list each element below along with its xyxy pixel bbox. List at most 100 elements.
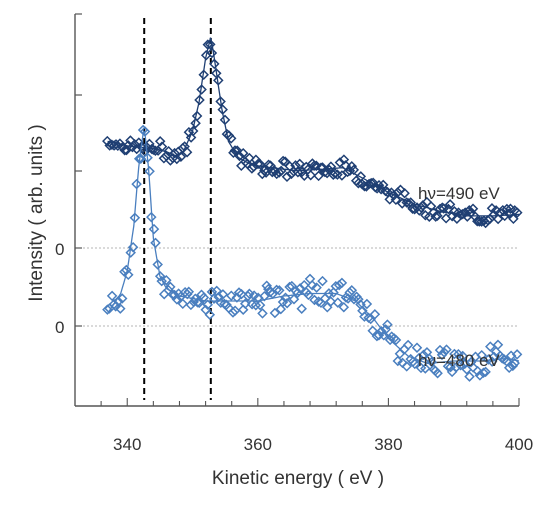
x-tick-label: 380 — [374, 435, 402, 454]
data-point — [281, 171, 293, 183]
data-point — [198, 69, 209, 80]
data-point — [348, 164, 360, 176]
data-point — [492, 339, 504, 351]
data-point — [106, 290, 118, 302]
data-point — [192, 297, 203, 308]
data-point — [332, 297, 344, 308]
series-hv-480 — [102, 124, 523, 382]
data-point — [194, 94, 205, 106]
data-point — [226, 290, 237, 301]
data-point — [225, 133, 237, 144]
data-point — [376, 326, 387, 337]
data-point — [508, 213, 519, 225]
data-point — [451, 361, 462, 373]
data-point — [432, 367, 443, 379]
data-point — [317, 162, 328, 173]
data-point — [257, 168, 268, 180]
zero-label-upper: 0 — [55, 240, 64, 259]
data-point — [177, 298, 189, 310]
data-point — [308, 160, 320, 171]
data-point — [227, 307, 239, 318]
data-point — [382, 186, 393, 198]
data-point — [361, 298, 373, 310]
data-point — [202, 39, 214, 50]
data-point — [390, 334, 402, 346]
data-point — [139, 126, 151, 137]
data-point — [494, 207, 506, 218]
chart-axes: 340 360 380 400 — [74, 13, 533, 454]
data-point — [208, 293, 220, 304]
data-point — [418, 349, 429, 361]
data-point — [254, 299, 266, 311]
x-axis-label: Kinetic energy ( eV ) — [212, 468, 384, 489]
data-point — [123, 269, 134, 281]
data-point — [436, 349, 448, 361]
data-point — [217, 289, 229, 300]
data-point — [229, 305, 241, 316]
data-point — [163, 145, 174, 157]
data-point — [154, 136, 166, 147]
data-point — [462, 211, 473, 222]
data-point — [171, 153, 183, 165]
data-point — [237, 304, 249, 315]
data-point — [277, 155, 289, 167]
data-point — [478, 367, 489, 379]
data-point — [509, 357, 520, 369]
data-point — [367, 325, 378, 337]
data-point — [121, 264, 132, 276]
data-point — [129, 212, 141, 224]
data-point — [196, 84, 207, 95]
data-point — [237, 147, 249, 159]
data-point — [432, 210, 443, 222]
data-point — [292, 166, 304, 178]
x-tick-label: 360 — [244, 435, 272, 454]
data-point — [367, 177, 379, 189]
data-point — [217, 104, 228, 115]
data-point — [424, 353, 435, 364]
data-point — [229, 145, 241, 156]
data-point — [161, 274, 172, 286]
data-point — [209, 58, 220, 70]
data-point — [317, 275, 328, 287]
data-point — [306, 280, 318, 291]
data-point — [271, 284, 282, 296]
data-point — [464, 371, 475, 382]
data-point — [106, 139, 118, 151]
data-point — [373, 179, 385, 191]
data-point — [467, 203, 479, 214]
data-point — [156, 275, 167, 287]
data-point — [399, 187, 410, 199]
data-point — [288, 293, 300, 305]
data-point — [169, 289, 180, 301]
data-point — [204, 309, 216, 320]
data-point — [296, 303, 307, 314]
data-point — [275, 303, 287, 315]
data-point — [449, 348, 460, 360]
data-point — [323, 288, 335, 299]
data-point — [213, 75, 224, 86]
data-point — [457, 350, 468, 362]
data-point — [294, 283, 306, 294]
data-point — [146, 211, 157, 223]
data-point — [116, 293, 128, 304]
series-label-hv-480: hν=480 eV — [418, 351, 500, 370]
data-point — [244, 152, 255, 164]
data-point — [142, 152, 153, 163]
data-point — [158, 288, 170, 300]
data-point — [305, 169, 316, 181]
data-point — [131, 178, 142, 190]
data-point — [165, 281, 176, 293]
data-point — [133, 153, 145, 164]
data-point — [252, 158, 264, 170]
y-axis-label: Intensity ( arb. units ) — [26, 124, 47, 301]
data-point — [311, 282, 322, 293]
data-point — [336, 277, 348, 289]
data-point — [175, 151, 187, 163]
data-point — [485, 341, 496, 352]
data-point — [457, 208, 468, 220]
data-point — [359, 180, 370, 192]
data-point — [441, 344, 452, 355]
chart-guides — [75, 18, 519, 400]
data-point — [346, 285, 358, 296]
data-point — [275, 165, 287, 177]
